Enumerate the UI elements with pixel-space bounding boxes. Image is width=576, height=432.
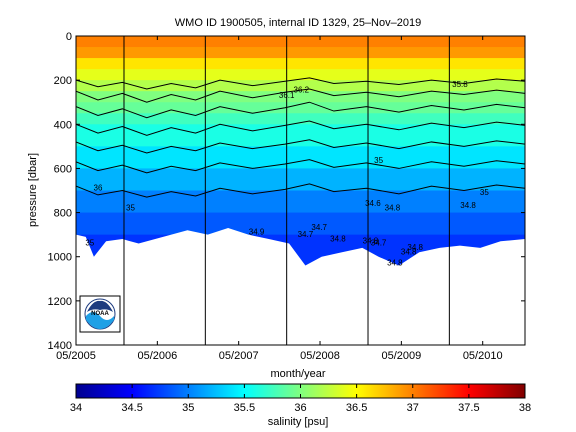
contour-line [76,88,525,103]
x-axis: 05/2005 05/2006 05/2007 05/2008 05/2009 05/20… [56,36,503,362]
contour-label: 34.8 [387,259,403,268]
x-tick-label: 05/2009 [381,350,421,362]
salinity-band [76,113,525,125]
logo-text: NOAA [91,311,109,317]
y-tick-label: 200 [54,75,72,87]
salinity-band [76,190,525,214]
y-axis-label: pressure [dbar] [27,153,39,227]
salinity-band [76,47,525,59]
salinity-band [76,102,525,114]
contour-label: 35 [126,203,135,212]
x-tick-label: 05/2007 [219,350,259,362]
contour-label: 34.8 [460,201,476,210]
contour-line [76,159,525,174]
contour-label: 34.8 [363,236,379,245]
x-tick-label: 05/2005 [56,350,96,362]
salinity-band [76,69,525,81]
noaa-logo: NOAA [79,295,121,333]
y-tick-label: 600 [54,163,72,175]
contour-line [76,101,525,119]
colorbar-tick-label: 36 [294,402,306,414]
salinity-band [76,58,525,70]
contour-line [76,183,525,198]
x-tick-label: 05/2006 [137,350,177,362]
contour-label: 34.8 [407,243,423,252]
y-tick-label: 1400 [48,340,72,352]
salinity-band [76,91,525,103]
contour-label: 34.7 [311,223,327,232]
salinity-band [76,80,525,92]
colorbar-tick-label: 34 [70,402,82,414]
colorbar: 34 34.5 35 35.5 36 36.5 37 37.5 38 salinity [psu… [70,383,531,428]
colorbar-tick-label: 34.5 [121,402,142,414]
y-tick-label: 400 [54,119,72,131]
contour-label: 36 [94,184,103,193]
x-tick-label: 05/2008 [300,350,340,362]
salinity-contours [76,77,525,198]
salinity-band [76,212,525,236]
plot-frame [75,35,526,346]
colorbar-tick-label: 35 [182,402,194,414]
chart-title: WMO ID 1900505, internal ID 1329, 25–Nov… [175,17,421,29]
colorbar-tick-label: 35.5 [234,402,255,414]
contour-label: 34.9 [249,228,265,237]
contour-label: 34.8 [385,203,401,212]
contour-label: 34.6 [365,199,381,208]
contour-line [76,120,525,136]
contour-label: 34.8 [401,248,417,257]
salinity-band [76,146,525,169]
contour-label: 34.7 [371,239,387,248]
contour-line [76,77,525,90]
logo-wave-icon [86,312,114,329]
logo-bird-icon [87,300,113,312]
contour-label: 34.7 [298,230,314,239]
contour-label: 36.2 [294,85,310,94]
contour-label: 35 [480,188,489,197]
colorbar-tick-label: 37.5 [458,402,479,414]
colorbar-tick-label: 38 [519,402,531,414]
colorbar-label: salinity [psu] [268,416,329,428]
colorbar-ticks: 34 34.5 35 35.5 36 36.5 37 37.5 38 [70,384,531,414]
contour-label: 34.8 [330,234,346,243]
contour-label: 35 [85,239,94,248]
contour-label: 35 [374,156,383,165]
y-axis: 0 200 400 600 800 1000 1200 1400 [48,31,525,352]
colorbar-tick-label: 37 [407,402,419,414]
salinity-band [76,168,525,191]
x-axis-label: month/year [270,368,325,380]
y-tick-label: 1000 [48,252,72,264]
colorbar-tick-label: 36.5 [346,402,367,414]
no-data-mask [76,228,525,345]
y-tick-label: 0 [66,31,72,43]
salinity-band [76,36,525,48]
salinity-band [76,124,525,147]
year-boundary-lines [123,36,450,345]
y-tick-label: 800 [54,208,72,220]
contour-line [76,139,525,154]
x-tick-label: 05/2010 [463,350,503,362]
y-tick-label: 1200 [48,296,72,308]
contour-label: 35.8 [452,80,468,89]
